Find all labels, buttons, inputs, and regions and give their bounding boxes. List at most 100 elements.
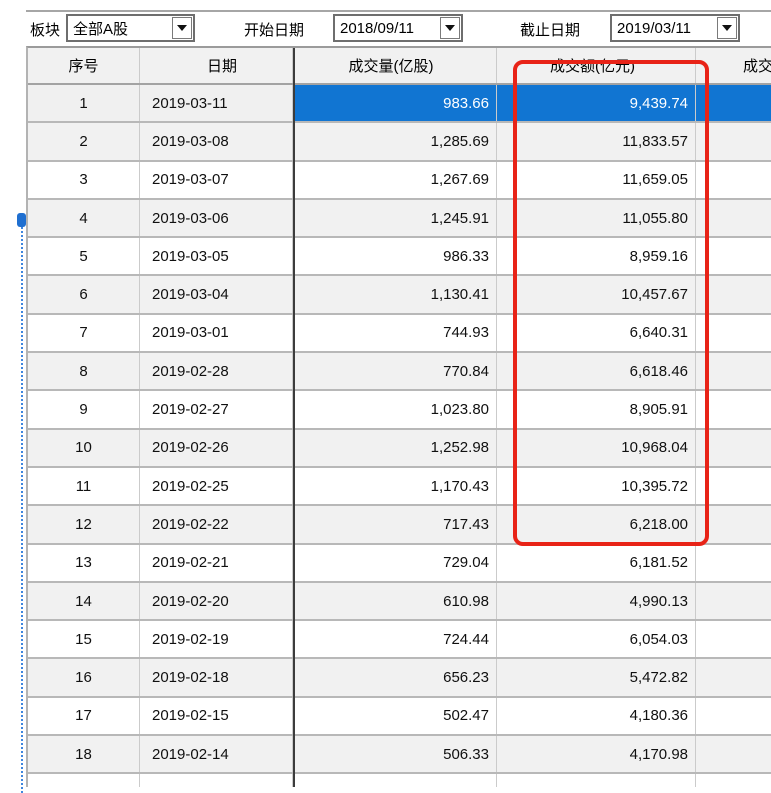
table-row[interactable]: 14 2019-02-20 610.98 4,990.13 xyxy=(28,582,771,622)
chevron-down-icon[interactable] xyxy=(717,17,737,39)
clipped-cell[interactable] xyxy=(696,123,771,159)
date-cell[interactable]: 2019-02-25 xyxy=(140,467,293,505)
row-number-cell[interactable]: 14 xyxy=(28,582,140,620)
date-cell[interactable]: 2019-02-14 xyxy=(140,736,293,773)
clipped-cell[interactable] xyxy=(696,659,771,695)
row-number-cell[interactable]: 6 xyxy=(28,276,140,313)
clipped-cell[interactable] xyxy=(696,506,771,542)
clipped-cell[interactable] xyxy=(696,698,771,734)
row-number-cell[interactable]: 3 xyxy=(28,161,140,198)
clipped-cell[interactable] xyxy=(696,391,771,427)
date-cell[interactable]: 2019-02-20 xyxy=(140,582,293,620)
turnover-cell[interactable]: 9,439.74 xyxy=(497,85,696,122)
date-cell[interactable]: 2019-02-26 xyxy=(140,429,293,466)
date-cell[interactable]: 2019-03-05 xyxy=(140,238,293,275)
row-number-cell[interactable]: 4 xyxy=(28,199,140,237)
table-row[interactable]: 8 2019-02-28 770.84 6,618.46 xyxy=(28,353,771,392)
table-row[interactable]: 11 2019-02-25 1,170.43 10,395.72 xyxy=(28,467,771,507)
date-cell[interactable]: 2019-02-22 xyxy=(140,506,293,543)
table-row[interactable]: 12 2019-02-22 717.43 6,218.00 xyxy=(28,506,771,545)
volume-cell[interactable]: 986.33 xyxy=(293,238,497,275)
sector-select[interactable]: 全部A股 xyxy=(66,14,195,42)
turnover-cell[interactable]: 4,170.98 xyxy=(497,736,696,773)
row-number-cell[interactable]: 15 xyxy=(28,621,140,658)
clipped-cell[interactable] xyxy=(696,315,771,351)
turnover-cell[interactable]: 8,905.91 xyxy=(497,391,696,428)
table-row[interactable]: 3 2019-03-07 1,267.69 11,659.05 xyxy=(28,161,771,200)
volume-cell[interactable]: 1,023.80 xyxy=(293,391,497,428)
table-row[interactable]: 18 2019-02-14 506.33 4,170.98 xyxy=(28,736,771,775)
volume-cell[interactable]: 729.04 xyxy=(293,544,497,581)
start-date-select[interactable]: 2018/09/11 xyxy=(333,14,463,42)
volume-cell[interactable]: 1,130.41 xyxy=(293,276,497,313)
column-header-4[interactable]: 成交额(亿元) xyxy=(497,48,696,83)
turnover-cell[interactable]: 10,968.04 xyxy=(497,429,696,466)
volume-cell[interactable]: 502.47 xyxy=(293,697,497,735)
table-row[interactable]: 2 2019-03-08 1,285.69 11,833.57 xyxy=(28,123,771,162)
turnover-cell[interactable]: 6,618.46 xyxy=(497,353,696,390)
volume-cell[interactable]: 983.66 xyxy=(293,85,497,122)
table-row[interactable] xyxy=(28,774,771,787)
row-number-cell[interactable]: 1 xyxy=(28,85,140,122)
volume-cell[interactable]: 1,267.69 xyxy=(293,161,497,198)
column-header-1[interactable]: 序号 xyxy=(28,48,140,83)
date-cell[interactable]: 2019-03-11 xyxy=(140,85,293,122)
date-cell[interactable]: 2019-02-15 xyxy=(140,697,293,735)
turnover-cell[interactable]: 6,218.00 xyxy=(497,506,696,543)
turnover-cell[interactable]: 11,055.80 xyxy=(497,199,696,237)
clipped-cell[interactable] xyxy=(696,621,771,657)
clipped-cell[interactable] xyxy=(696,162,771,198)
turnover-cell[interactable]: 6,054.03 xyxy=(497,621,696,658)
turnover-cell[interactable]: 6,640.31 xyxy=(497,314,696,352)
turnover-cell[interactable]: 8,959.16 xyxy=(497,238,696,275)
column-header-2[interactable]: 日期 xyxy=(140,48,293,83)
clipped-cell[interactable] xyxy=(696,736,771,772)
row-number-cell[interactable]: 16 xyxy=(28,659,140,696)
end-date-select[interactable]: 2019/03/11 xyxy=(610,14,740,42)
table-row[interactable]: 17 2019-02-15 502.47 4,180.36 xyxy=(28,697,771,737)
clipped-cell[interactable] xyxy=(696,468,771,504)
clipped-cell[interactable] xyxy=(696,583,771,619)
turnover-cell[interactable]: 11,659.05 xyxy=(497,161,696,198)
volume-cell[interactable]: 744.93 xyxy=(293,314,497,352)
row-number-cell[interactable]: 18 xyxy=(28,736,140,773)
date-cell[interactable]: 2019-03-04 xyxy=(140,276,293,313)
volume-cell[interactable]: 656.23 xyxy=(293,659,497,696)
chevron-down-icon[interactable] xyxy=(172,17,192,39)
row-number-cell[interactable]: 5 xyxy=(28,238,140,275)
table-row[interactable]: 4 2019-03-06 1,245.91 11,055.80 xyxy=(28,199,771,239)
date-cell[interactable]: 2019-03-01 xyxy=(140,314,293,352)
table-row[interactable]: 15 2019-02-19 724.44 6,054.03 xyxy=(28,621,771,660)
date-cell[interactable]: 2019-02-28 xyxy=(140,353,293,390)
date-cell[interactable]: 2019-02-18 xyxy=(140,659,293,696)
date-cell[interactable]: 2019-02-21 xyxy=(140,544,293,581)
row-number-cell[interactable]: 9 xyxy=(28,391,140,428)
volume-cell[interactable]: 1,285.69 xyxy=(293,123,497,160)
volume-cell[interactable]: 1,170.43 xyxy=(293,467,497,505)
chevron-down-icon[interactable] xyxy=(440,17,460,39)
turnover-cell[interactable]: 5,472.82 xyxy=(497,659,696,696)
volume-cell[interactable]: 770.84 xyxy=(293,353,497,390)
row-number-cell[interactable]: 13 xyxy=(28,544,140,581)
clipped-cell[interactable] xyxy=(696,353,771,389)
date-cell[interactable]: 2019-03-07 xyxy=(140,161,293,198)
table-row[interactable]: 5 2019-03-05 986.33 8,959.16 xyxy=(28,238,771,277)
clipped-cell[interactable] xyxy=(696,545,771,581)
date-cell[interactable]: 2019-03-06 xyxy=(140,199,293,237)
row-number-cell[interactable]: 7 xyxy=(28,314,140,352)
column-header-5[interactable]: 成交 xyxy=(743,58,771,75)
date-cell[interactable]: 2019-02-19 xyxy=(140,621,293,658)
row-number-cell[interactable]: 12 xyxy=(28,506,140,543)
row-number-cell[interactable]: 10 xyxy=(28,429,140,466)
table-row[interactable]: 1 2019-03-11 983.66 9,439.74 xyxy=(28,85,771,124)
table-row[interactable]: 10 2019-02-26 1,252.98 10,968.04 xyxy=(28,429,771,468)
date-cell[interactable]: 2019-02-27 xyxy=(140,391,293,428)
clipped-cell[interactable] xyxy=(696,276,771,312)
clipped-cell[interactable] xyxy=(696,200,771,236)
table-row[interactable]: 9 2019-02-27 1,023.80 8,905.91 xyxy=(28,391,771,430)
date-cell[interactable]: 2019-03-08 xyxy=(140,123,293,160)
volume-cell[interactable]: 506.33 xyxy=(293,736,497,773)
table-row[interactable]: 6 2019-03-04 1,130.41 10,457.67 xyxy=(28,276,771,315)
volume-cell[interactable]: 1,252.98 xyxy=(293,429,497,466)
clipped-cell[interactable] xyxy=(696,85,771,122)
